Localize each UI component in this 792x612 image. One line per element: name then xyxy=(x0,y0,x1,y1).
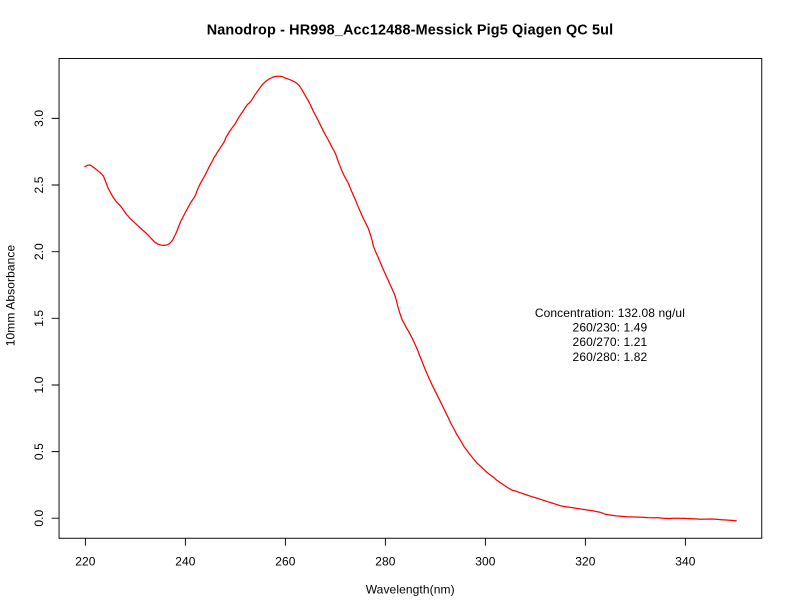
svg-text:320: 320 xyxy=(575,555,596,569)
svg-text:Concentration: 132.08 ng/ul: Concentration: 132.08 ng/ul xyxy=(535,306,685,320)
svg-text:260: 260 xyxy=(275,555,296,569)
svg-text:Wavelength(nm): Wavelength(nm) xyxy=(366,583,455,597)
svg-text:260/280: 1.82: 260/280: 1.82 xyxy=(573,350,648,364)
svg-text:0.5: 0.5 xyxy=(32,443,46,460)
svg-text:0.0: 0.0 xyxy=(32,509,46,526)
svg-text:3.0: 3.0 xyxy=(32,110,46,127)
svg-text:1.0: 1.0 xyxy=(32,376,46,393)
svg-text:1.5: 1.5 xyxy=(32,310,46,327)
svg-text:10mm Absorbance: 10mm Absorbance xyxy=(4,245,18,347)
svg-text:240: 240 xyxy=(175,555,196,569)
svg-text:280: 280 xyxy=(375,555,396,569)
svg-text:260/230: 1.49: 260/230: 1.49 xyxy=(573,321,648,335)
svg-text:260/270: 1.21: 260/270: 1.21 xyxy=(573,335,648,349)
svg-text:220: 220 xyxy=(75,555,96,569)
svg-text:340: 340 xyxy=(675,555,696,569)
svg-text:Nanodrop - HR998_Acc12488-Mess: Nanodrop - HR998_Acc12488-Messick Pig5 Q… xyxy=(207,23,614,39)
svg-text:2.0: 2.0 xyxy=(32,243,46,260)
svg-text:2.5: 2.5 xyxy=(32,176,46,193)
svg-text:300: 300 xyxy=(475,555,496,569)
